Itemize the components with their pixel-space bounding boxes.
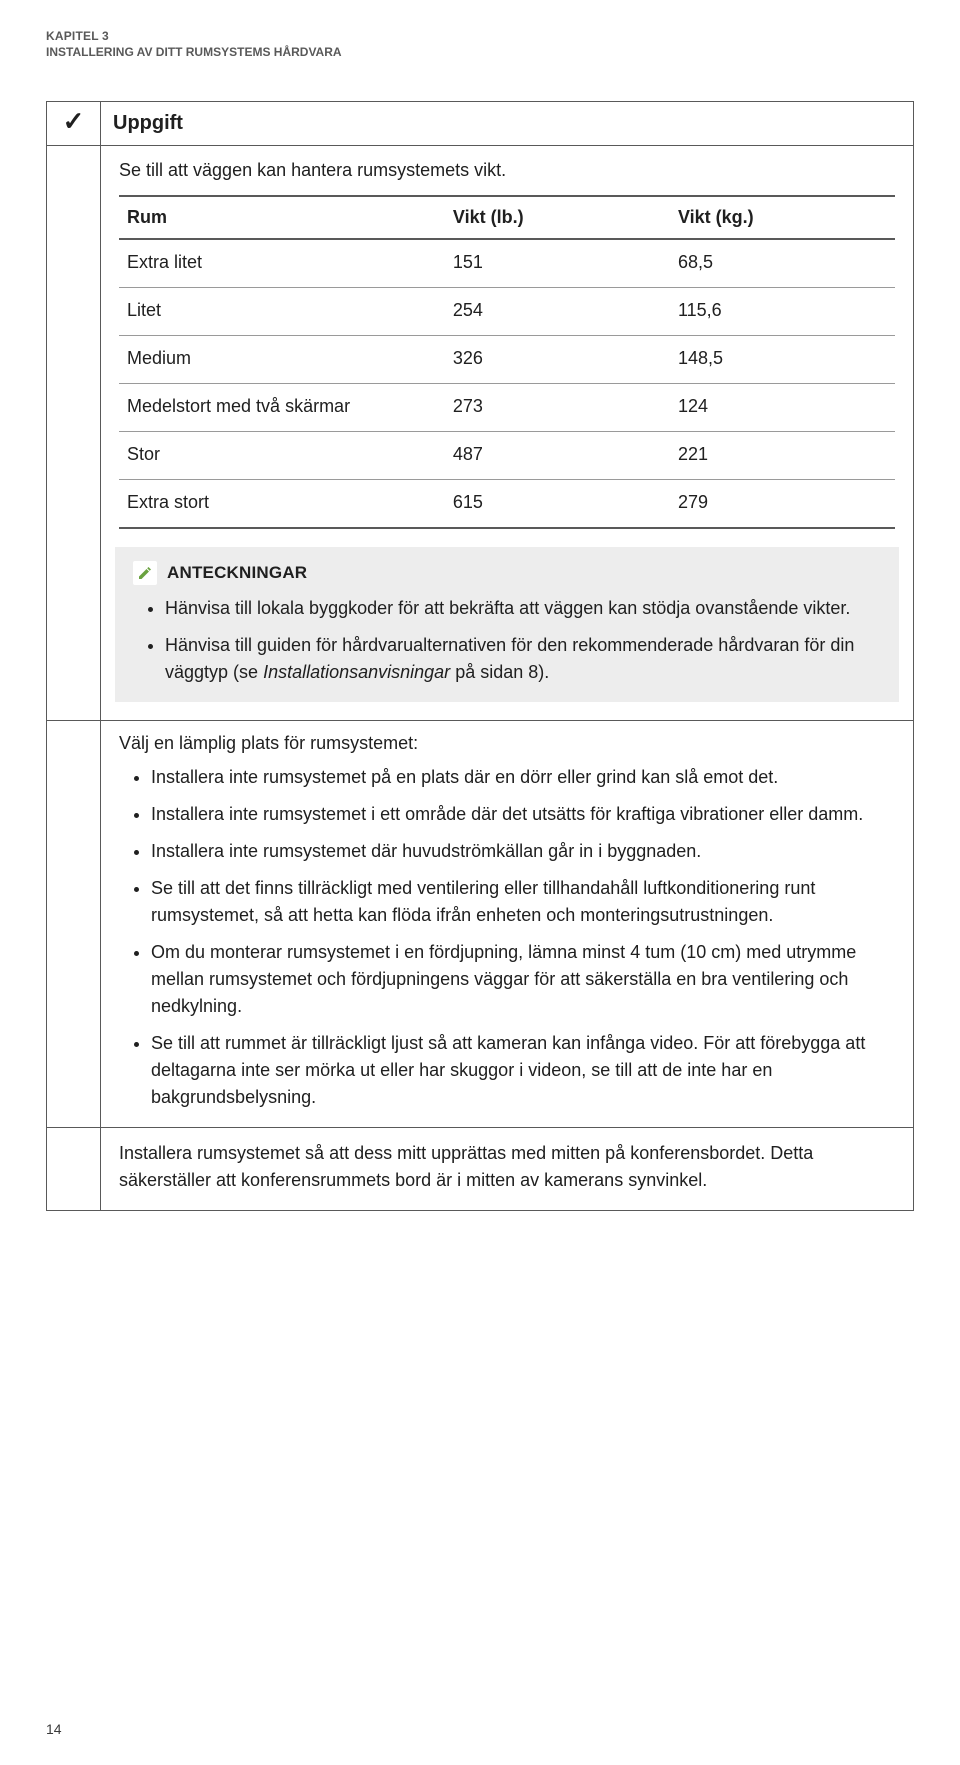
table-row: Medium326148,5 — [119, 336, 895, 384]
cell-lb: 254 — [445, 288, 670, 336]
check-cell — [47, 146, 101, 721]
row2-list: Installera inte rumsystemet på en plats … — [119, 764, 895, 1111]
cell-lb: 273 — [445, 384, 670, 432]
table-row: Installera rumsystemet så att dess mitt … — [47, 1128, 914, 1211]
table-row: Extra stort615279 — [119, 480, 895, 529]
col-lb: Vikt (lb.) — [445, 196, 670, 239]
table-row: Stor487221 — [119, 432, 895, 480]
page-number: 14 — [46, 1721, 62, 1737]
cell-lb: 615 — [445, 480, 670, 529]
cell-rum: Medium — [119, 336, 445, 384]
cell-lb: 326 — [445, 336, 670, 384]
italic-phrase: Installationsanvisningar — [263, 662, 450, 682]
list-item: Hänvisa till guiden för hårdvarualternat… — [165, 632, 881, 686]
content-cell: Installera rumsystemet så att dess mitt … — [101, 1128, 914, 1211]
cell-kg: 124 — [670, 384, 895, 432]
pencil-icon — [133, 561, 157, 585]
cell-kg: 148,5 — [670, 336, 895, 384]
table-row: Medelstort med två skärmar273124 — [119, 384, 895, 432]
list-item: Installera inte rumsystemet i ett område… — [151, 801, 895, 828]
list-item: Se till att det finns tillräckligt med v… — [151, 875, 895, 929]
table-row: Välj en lämplig plats för rumsystemet: I… — [47, 721, 914, 1128]
notes-list: Hänvisa till lokala byggkoder för att be… — [133, 595, 881, 686]
cell-rum: Extra stort — [119, 480, 445, 529]
page: KAPITEL 3 INSTALLERING AV DITT RUMSYSTEM… — [0, 0, 960, 1765]
notes-header: ANTECKNINGAR — [133, 561, 881, 585]
cell-rum: Stor — [119, 432, 445, 480]
uppgift-table: ✓ Uppgift Se till att väggen kan hantera… — [46, 101, 914, 1211]
list-item: Installera inte rumsystemet där huvudstr… — [151, 838, 895, 865]
chapter-title: INSTALLERING AV DITT RUMSYSTEMS HÅRDVARA — [46, 45, 914, 59]
cell-kg: 279 — [670, 480, 895, 529]
content-cell: Välj en lämplig plats för rumsystemet: I… — [101, 721, 914, 1128]
check-header: ✓ — [47, 102, 101, 146]
table-row: Se till att väggen kan hantera rumsystem… — [47, 146, 914, 721]
row2-lead: Välj en lämplig plats för rumsystemet: — [119, 733, 895, 754]
notes-title: ANTECKNINGAR — [167, 563, 307, 583]
chapter-label: KAPITEL 3 — [46, 28, 914, 45]
col-rum: Rum — [119, 196, 445, 239]
cell-rum: Litet — [119, 288, 445, 336]
list-item: Om du monterar rumsystemet i en fördjupn… — [151, 939, 895, 1020]
intro-text: Se till att väggen kan hantera rumsystem… — [119, 160, 895, 181]
table-row: Litet254115,6 — [119, 288, 895, 336]
weight-table: Rum Vikt (lb.) Vikt (kg.) Extra litet151… — [119, 195, 895, 529]
cell-kg: 68,5 — [670, 239, 895, 288]
check-cell — [47, 721, 101, 1128]
col-kg: Vikt (kg.) — [670, 196, 895, 239]
cell-lb: 487 — [445, 432, 670, 480]
cell-lb: 151 — [445, 239, 670, 288]
cell-kg: 115,6 — [670, 288, 895, 336]
list-item: Se till att rummet är tillräckligt ljust… — [151, 1030, 895, 1111]
list-item: Hänvisa till lokala byggkoder för att be… — [165, 595, 881, 622]
uppgift-header: Uppgift — [101, 102, 914, 146]
content-cell: Se till att väggen kan hantera rumsystem… — [101, 146, 914, 721]
check-cell — [47, 1128, 101, 1211]
row3-text: Installera rumsystemet så att dess mitt … — [119, 1140, 895, 1194]
cell-kg: 221 — [670, 432, 895, 480]
list-item: Installera inte rumsystemet på en plats … — [151, 764, 895, 791]
cell-rum: Medelstort med två skärmar — [119, 384, 445, 432]
notes-box: ANTECKNINGAR Hänvisa till lokala byggkod… — [115, 547, 899, 702]
table-row: Extra litet15168,5 — [119, 239, 895, 288]
cell-rum: Extra litet — [119, 239, 445, 288]
